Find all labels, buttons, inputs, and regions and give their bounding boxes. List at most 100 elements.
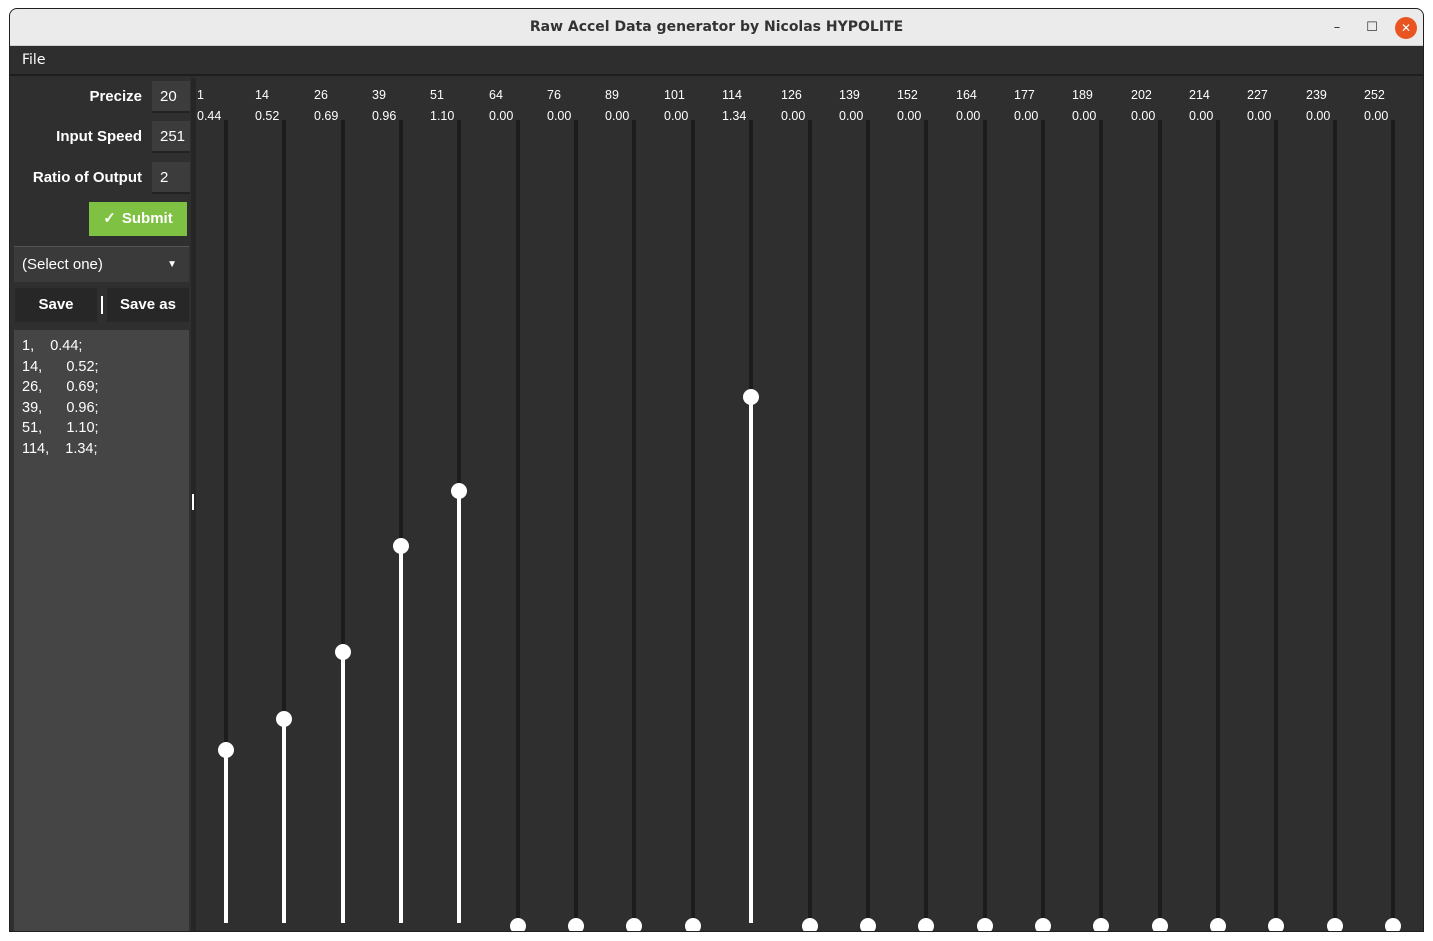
precize-input[interactable]: 20 — [152, 81, 190, 113]
slider-x-label: 101 — [664, 88, 685, 102]
slider-track[interactable] — [632, 120, 636, 923]
slider-track[interactable] — [399, 120, 403, 923]
slider-track[interactable] — [1274, 120, 1278, 923]
slider-thumb[interactable] — [802, 918, 818, 931]
slider-thumb[interactable] — [626, 918, 642, 931]
slider-y-label: 0.00 — [1247, 109, 1272, 123]
slider-x-label: 177 — [1014, 88, 1035, 102]
slider-track[interactable] — [224, 120, 228, 923]
left-panel: Precize 20 Input Speed 251 Ratio of Outp… — [10, 78, 191, 931]
slider-x-label: 39 — [372, 88, 386, 102]
slider-thumb[interactable] — [510, 918, 526, 931]
maximize-icon[interactable]: ☐ — [1366, 20, 1378, 35]
slider-x-label: 89 — [605, 88, 619, 102]
slider-x-label: 239 — [1306, 88, 1327, 102]
menu-file[interactable]: File — [22, 52, 46, 68]
slider-thumb[interactable] — [918, 918, 934, 931]
save-as-button[interactable]: Save as — [107, 288, 189, 322]
input-speed-label: Input Speed — [56, 128, 142, 145]
slider-thumb[interactable] — [218, 742, 234, 759]
slider-thumb[interactable] — [743, 389, 759, 406]
slider-thumb[interactable] — [276, 710, 292, 727]
submit-button[interactable]: ✓ Submit — [89, 202, 187, 236]
slider-track[interactable] — [691, 120, 695, 923]
slider-thumb[interactable] — [335, 644, 351, 661]
check-icon: ✓ — [103, 210, 116, 227]
slider-y-label: 0.00 — [605, 109, 630, 123]
slider-x-label: 51 — [430, 88, 444, 102]
slider-area: 1 0.44 14 0.52 26 0.69 39 0.96 51 1.10 64 0.00 76 0.0… — [196, 78, 1423, 931]
slider-x-label: 252 — [1364, 88, 1385, 102]
output-line: 1, 0.44; — [22, 338, 83, 354]
slider-track[interactable] — [1099, 120, 1103, 923]
precize-label: Precize — [89, 88, 142, 105]
save-button[interactable]: Save — [15, 288, 97, 322]
slider-track[interactable] — [924, 120, 928, 923]
slider-x-label: 152 — [897, 88, 918, 102]
slider-track[interactable] — [983, 120, 987, 923]
slider-track[interactable] — [574, 120, 578, 923]
slider-x-label: 189 — [1072, 88, 1093, 102]
output-line: 14, 0.52; — [22, 358, 99, 375]
slider-track[interactable] — [866, 120, 870, 923]
slider-y-label: 0.00 — [1306, 109, 1331, 123]
slider-y-label: 0.00 — [1072, 109, 1097, 123]
window-title: Raw Accel Data generator by Nicolas HYPO… — [529, 19, 904, 35]
caret-down-icon: ▼ — [167, 259, 177, 270]
slider-track[interactable] — [808, 120, 812, 923]
slider-y-label: 0.00 — [664, 109, 689, 123]
slider-x-label: 214 — [1189, 88, 1210, 102]
slider-x-label: 76 — [547, 88, 561, 102]
slider-x-label: 64 — [489, 88, 503, 102]
slider-y-label: 0.00 — [1189, 109, 1214, 123]
slider-thumb[interactable] — [1385, 918, 1401, 931]
slider-thumb[interactable] — [1327, 918, 1343, 931]
slider-thumb[interactable] — [1210, 918, 1226, 931]
slider-thumb[interactable] — [685, 918, 701, 931]
slider-fill — [224, 750, 228, 923]
slider-x-label: 114 — [722, 88, 742, 102]
slider-thumb[interactable] — [1093, 918, 1109, 931]
slider-thumb[interactable] — [568, 918, 584, 931]
slider-y-label: 0.69 — [314, 109, 339, 123]
slider-track[interactable] — [1216, 120, 1220, 923]
slider-thumb[interactable] — [393, 538, 409, 555]
menu-bar: File — [10, 46, 1423, 76]
slider-thumb[interactable] — [977, 918, 993, 931]
output-textarea[interactable]: 1, 0.44; 14, 0.52; 26, 0.69; 39, 0.96; 51, 1… — [14, 330, 189, 931]
slider-x-label: 202 — [1131, 88, 1152, 102]
slider-y-label: 0.00 — [839, 109, 864, 123]
slider-fill — [749, 397, 753, 923]
slider-fill — [282, 718, 286, 923]
slider-thumb[interactable] — [1152, 918, 1168, 931]
ratio-input[interactable]: 2 — [152, 162, 190, 194]
slider-thumb[interactable] — [860, 918, 876, 931]
slider-track[interactable] — [282, 120, 286, 923]
slider-y-label: 1.34 — [722, 109, 747, 123]
slider-thumb[interactable] — [1268, 918, 1284, 931]
slider-track[interactable] — [1158, 120, 1162, 923]
slider-fill — [341, 652, 345, 923]
preset-select[interactable]: (Select one) ▼ — [14, 246, 189, 282]
minimize-icon[interactable]: – — [1333, 20, 1341, 35]
slider-x-label: 227 — [1247, 88, 1268, 102]
slider-y-label: 0.00 — [1364, 109, 1389, 123]
input-speed-input[interactable]: 251 — [152, 121, 190, 153]
slider-x-label: 1 — [197, 88, 204, 102]
slider-track[interactable] — [341, 120, 345, 923]
slider-y-label: 0.00 — [897, 109, 922, 123]
slider-track[interactable] — [516, 120, 520, 923]
close-icon[interactable]: ✕ — [1395, 17, 1417, 39]
slider-y-label: 1.10 — [430, 109, 455, 123]
submit-label: Submit — [121, 210, 173, 227]
slider-y-label: 0.44 — [197, 109, 222, 123]
slider-track[interactable] — [1391, 120, 1395, 923]
slider-thumb[interactable] — [451, 483, 467, 500]
splitter-handle[interactable] — [192, 494, 194, 510]
slider-x-label: 139 — [839, 88, 860, 102]
output-line: 26, 0.69; — [22, 379, 99, 396]
slider-x-label: 26 — [314, 88, 328, 102]
slider-track[interactable] — [1333, 120, 1337, 923]
slider-thumb[interactable] — [1035, 918, 1051, 931]
slider-track[interactable] — [1041, 120, 1045, 923]
